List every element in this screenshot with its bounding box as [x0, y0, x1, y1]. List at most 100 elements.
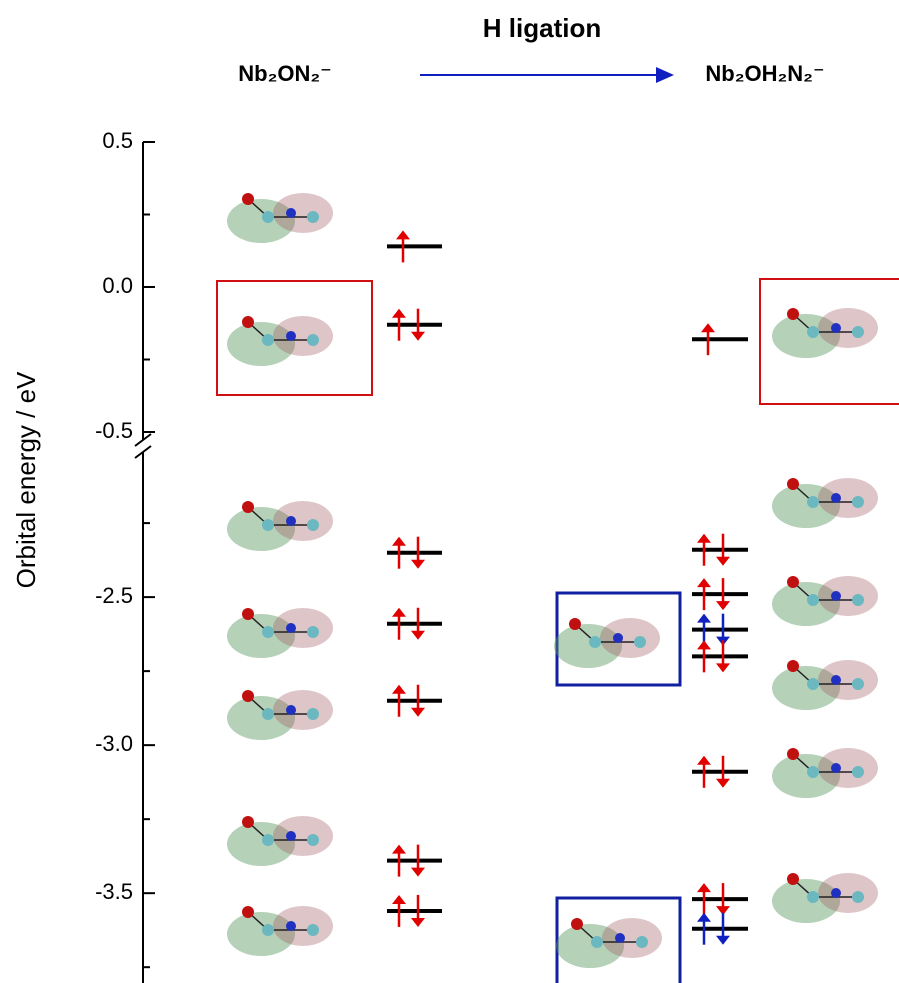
electron-up	[697, 913, 711, 922]
atom-o	[787, 576, 799, 588]
atom-n	[831, 675, 841, 685]
atom-o	[242, 608, 254, 620]
electron-down	[716, 779, 730, 788]
y-tick-label: -0.5	[95, 418, 133, 443]
orbital-lobe	[818, 748, 878, 788]
atom-nb	[262, 924, 274, 936]
electron-down	[411, 868, 425, 877]
y-tick-label: -3.5	[95, 879, 133, 904]
atom-nb	[307, 334, 319, 346]
orbital-lobe	[273, 193, 333, 233]
electron-down	[716, 557, 730, 566]
atom-o	[242, 316, 254, 328]
atom-o	[787, 660, 799, 672]
chart: H ligation Nb₂ON₂⁻ Nb₂OH₂N₂⁻ Orbital ene…	[0, 0, 899, 983]
series-label: Nb₂OH₂N₂⁻	[705, 61, 824, 86]
atom-nb	[807, 594, 819, 606]
atom-n	[831, 763, 841, 773]
orbital-images	[227, 193, 878, 968]
atom-nb	[852, 891, 864, 903]
atom-nb	[262, 211, 274, 223]
electron-down	[411, 918, 425, 927]
series-label: Nb₂ON₂⁻	[238, 61, 332, 86]
atom-nb	[852, 326, 864, 338]
electron-up	[392, 537, 406, 546]
electron-up	[392, 309, 406, 318]
atom-nb	[262, 834, 274, 846]
electron-down	[716, 663, 730, 672]
atom-n	[615, 933, 625, 943]
electron-up	[396, 230, 410, 239]
atom-nb	[807, 326, 819, 338]
atom-o	[787, 478, 799, 490]
electron-up	[701, 323, 715, 332]
electron-up	[697, 640, 711, 649]
orbital-lobe	[273, 906, 333, 946]
electron-up	[392, 845, 406, 854]
atom-nb	[307, 211, 319, 223]
atom-n	[286, 623, 296, 633]
atom-nb	[262, 519, 274, 531]
atom-o	[242, 690, 254, 702]
orbital-lobe	[818, 576, 878, 616]
orbital-lobe	[818, 478, 878, 518]
atom-n	[286, 921, 296, 931]
electron-up	[697, 534, 711, 543]
electron-down	[411, 631, 425, 640]
orbital-lobe	[818, 308, 878, 348]
electron-up	[697, 756, 711, 765]
electron-down	[411, 332, 425, 341]
atom-nb	[307, 519, 319, 531]
atom-nb	[589, 636, 601, 648]
atom-nb	[307, 708, 319, 720]
orbital-lobe	[273, 816, 333, 856]
orbital-lobe	[818, 660, 878, 700]
electron-up	[697, 614, 711, 623]
electron-up	[697, 883, 711, 892]
y-tick-label: 0.0	[102, 273, 133, 298]
atom-nb	[262, 626, 274, 638]
atom-o	[787, 308, 799, 320]
atom-n	[613, 633, 623, 643]
atom-nb	[852, 594, 864, 606]
electron-down	[411, 708, 425, 717]
annotation: H ligation	[483, 13, 601, 43]
orbital-lobe	[600, 618, 660, 658]
electron-up	[392, 685, 406, 694]
orbital-lobe	[273, 316, 333, 356]
atom-n	[286, 516, 296, 526]
atom-nb	[307, 924, 319, 936]
atom-nb	[636, 936, 648, 948]
atom-n	[831, 888, 841, 898]
atom-n	[286, 208, 296, 218]
atom-nb	[852, 496, 864, 508]
atom-nb	[634, 636, 646, 648]
electron-down	[716, 601, 730, 610]
atom-nb	[807, 891, 819, 903]
electron-up	[392, 608, 406, 617]
atom-nb	[307, 834, 319, 846]
orbital-lobe	[273, 690, 333, 730]
orbital-lobe	[273, 608, 333, 648]
electron-down	[411, 560, 425, 569]
atom-nb	[307, 626, 319, 638]
atom-nb	[852, 678, 864, 690]
atom-n	[831, 323, 841, 333]
y-tick-label: -2.5	[95, 583, 133, 608]
atom-o	[242, 906, 254, 918]
orbital-lobe	[818, 873, 878, 913]
y-tick-label: 0.5	[102, 128, 133, 153]
atom-o	[242, 501, 254, 513]
atom-n	[831, 493, 841, 503]
atom-nb	[807, 766, 819, 778]
atom-nb	[262, 708, 274, 720]
atom-o	[787, 748, 799, 760]
orbital-lobe	[602, 918, 662, 958]
atom-o	[787, 873, 799, 885]
electron-down	[716, 936, 730, 945]
y-axis-label: Orbital energy / eV	[11, 371, 41, 588]
atom-o	[242, 816, 254, 828]
atom-nb	[262, 334, 274, 346]
atom-nb	[852, 766, 864, 778]
atom-o	[569, 618, 581, 630]
